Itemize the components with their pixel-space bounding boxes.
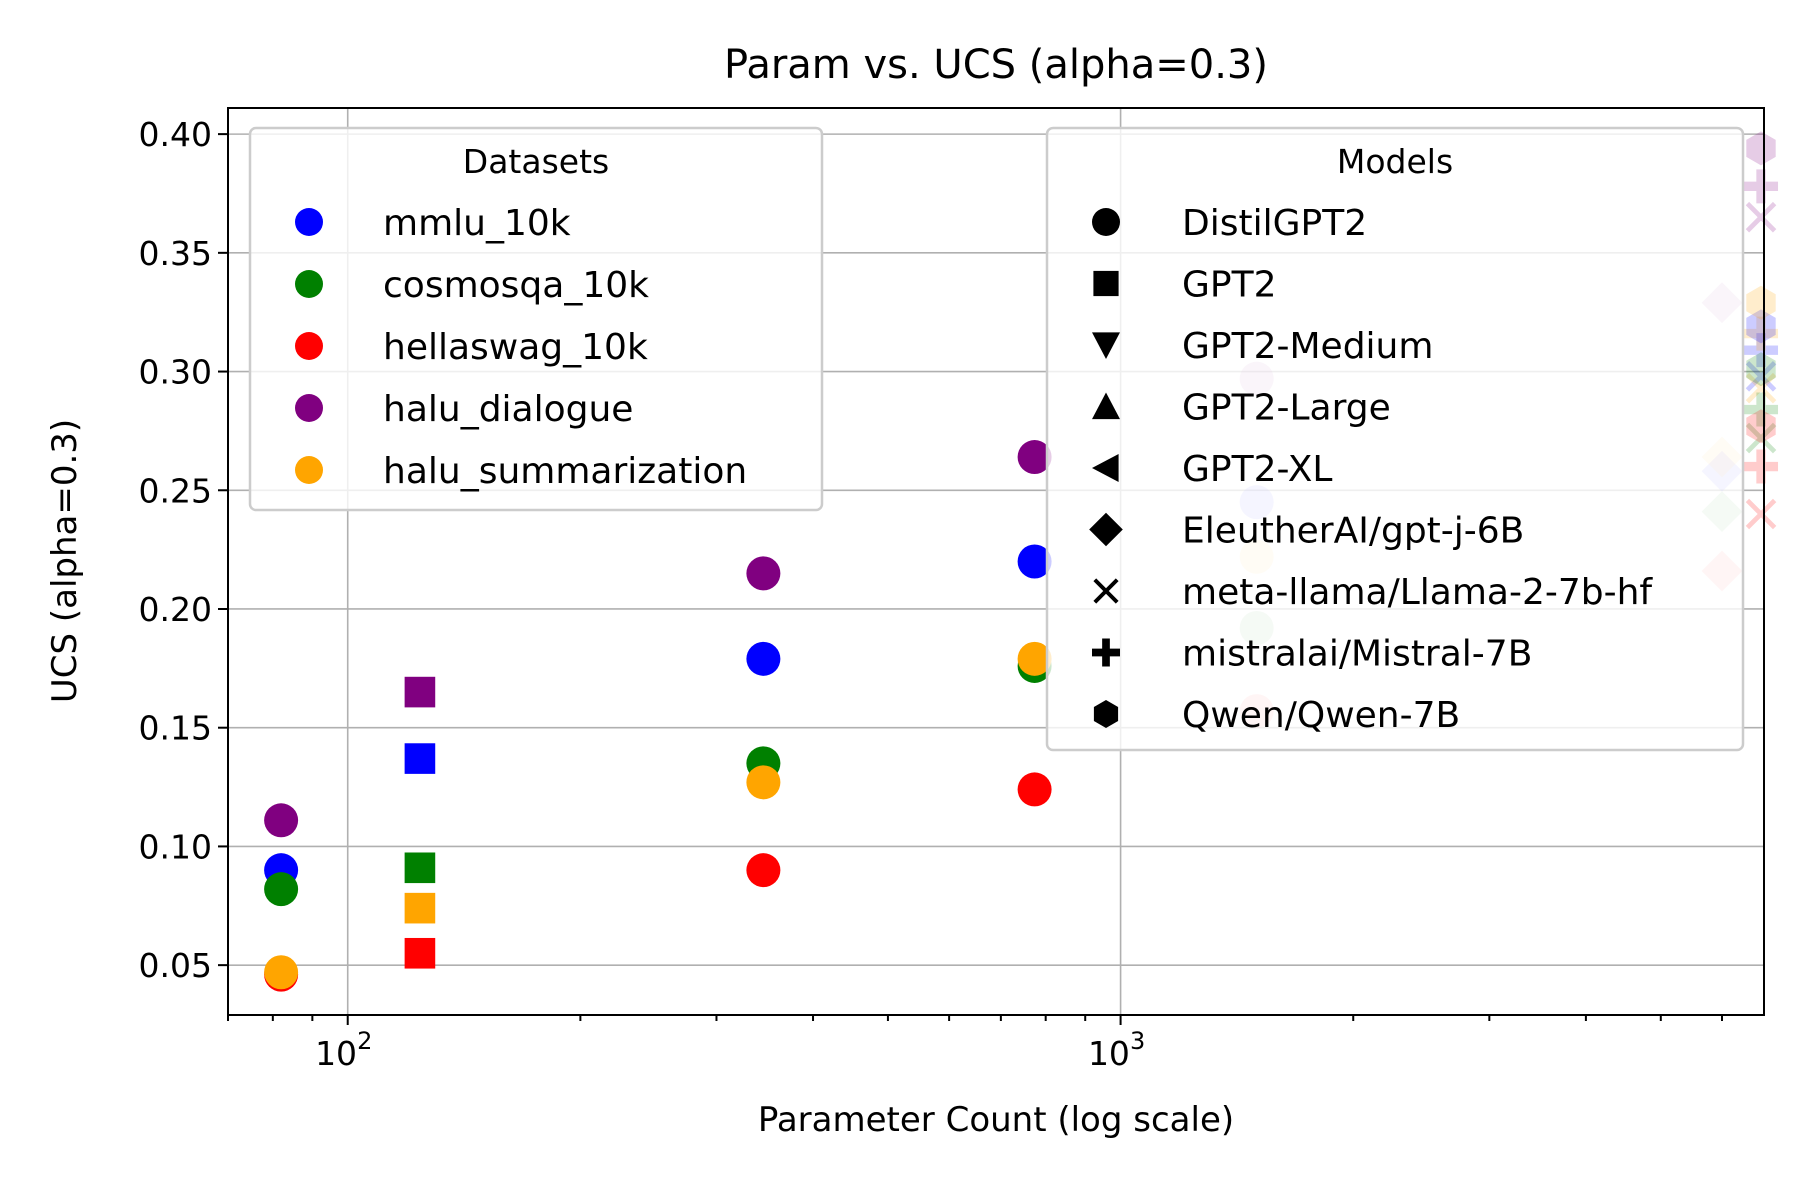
legend-model-marker bbox=[1092, 332, 1120, 359]
data-point bbox=[746, 853, 781, 888]
legend-model-marker bbox=[1092, 392, 1120, 420]
legend-dataset-marker bbox=[295, 332, 323, 360]
data-point bbox=[1017, 440, 1052, 475]
legend-model-label: mistralai/Mistral-7B bbox=[1182, 634, 1532, 675]
legend-model-marker bbox=[1093, 270, 1119, 297]
legend-model-label: EleutherAI/gpt-j-6B bbox=[1182, 511, 1524, 552]
data-point bbox=[264, 872, 299, 907]
legend-model-label: Qwen/Qwen-7B bbox=[1182, 695, 1460, 736]
legend-dataset-label: cosmosqa_10k bbox=[383, 265, 649, 306]
x-axis-label: Parameter Count (log scale) bbox=[758, 1100, 1234, 1140]
y-axis-label: UCS (alpha=0.3) bbox=[45, 419, 85, 703]
legend-model-label: meta-llama/Llama-2-7b-hf bbox=[1182, 572, 1653, 613]
data-point bbox=[1017, 544, 1052, 579]
data-point bbox=[1745, 372, 1777, 404]
data-point bbox=[1746, 309, 1776, 344]
legend-model-marker bbox=[1093, 578, 1119, 604]
x-tick-label: 103 bbox=[1088, 1027, 1145, 1073]
y-tick-label: 0.25 bbox=[139, 471, 212, 510]
data-point bbox=[1745, 361, 1777, 392]
data-point bbox=[404, 937, 436, 969]
legend-datasets: Datasets mmlu_10k cosmosqa_10k hellaswag_10… bbox=[248, 126, 824, 512]
legend-dataset-marker bbox=[295, 456, 323, 484]
data-point bbox=[404, 676, 436, 708]
data-point bbox=[746, 556, 781, 591]
data-point bbox=[1744, 316, 1779, 351]
data-point bbox=[1746, 131, 1776, 166]
plot-frame bbox=[227, 107, 1765, 1016]
data-point bbox=[746, 765, 781, 800]
legend-model-label: GPT2-Medium bbox=[1182, 326, 1433, 367]
data-point bbox=[1746, 285, 1776, 320]
legend-dataset-marker bbox=[295, 394, 323, 422]
data-point bbox=[1017, 772, 1052, 807]
data-point bbox=[1744, 449, 1779, 484]
legend-model-marker bbox=[1089, 512, 1123, 547]
legend-model-label: GPT2 bbox=[1182, 265, 1277, 306]
legend-dataset-marker bbox=[295, 208, 323, 236]
legend-dataset-label: halu_dialogue bbox=[383, 389, 633, 430]
data-point bbox=[1017, 641, 1052, 676]
legend-models-title: Models bbox=[1337, 142, 1453, 181]
legend-model-marker bbox=[1093, 700, 1119, 728]
legend-models-box bbox=[1045, 126, 1745, 752]
data-point bbox=[1745, 498, 1777, 530]
legend-model-marker bbox=[1092, 454, 1119, 482]
data-point bbox=[404, 852, 436, 884]
data-point bbox=[1745, 201, 1777, 233]
y-tick-label: 0.20 bbox=[139, 590, 212, 629]
x-tick-label: 102 bbox=[315, 1027, 372, 1073]
legend-model-label: GPT2-Large bbox=[1182, 388, 1391, 429]
legend-datasets-title: Datasets bbox=[463, 142, 609, 181]
chart-title: Param vs. UCS (alpha=0.3) bbox=[724, 42, 1268, 88]
data-point bbox=[1744, 333, 1779, 368]
data-point bbox=[1745, 422, 1777, 454]
y-tick-label: 0.30 bbox=[139, 353, 212, 392]
y-tick-label: 0.05 bbox=[139, 946, 212, 985]
data-point bbox=[1744, 169, 1779, 204]
data-point bbox=[1746, 409, 1776, 444]
legend-models: Models DistilGPT2 GPT2 GPT2-Medium GPT2-Larg… bbox=[1045, 126, 1745, 752]
data-point bbox=[404, 892, 436, 924]
legend-datasets-box bbox=[248, 126, 824, 512]
legend-model-label: DistilGPT2 bbox=[1182, 203, 1367, 244]
y-tick-label: 0.40 bbox=[139, 115, 212, 154]
legend-model-label: GPT2-XL bbox=[1182, 449, 1332, 490]
legend-dataset-label: hellaswag_10k bbox=[383, 327, 648, 368]
legend-dataset-label: mmlu_10k bbox=[383, 203, 571, 244]
data-point bbox=[264, 955, 299, 990]
axis-ticks: 0.05 0.10 0.15 0.20 0.25 0.30 0.35 0.40 102 103 bbox=[139, 115, 1723, 1073]
legend-dataset-label: halu_summarization bbox=[383, 451, 747, 492]
legend-dataset-marker bbox=[295, 270, 323, 298]
legend-model-marker bbox=[1092, 638, 1120, 667]
data-point bbox=[404, 743, 436, 774]
y-tick-label: 0.10 bbox=[139, 827, 212, 866]
data-point bbox=[1744, 392, 1779, 427]
data-point bbox=[746, 641, 781, 676]
y-tick-label: 0.15 bbox=[139, 709, 212, 748]
data-point bbox=[1746, 352, 1776, 387]
legend-model-marker bbox=[1092, 208, 1120, 236]
y-tick-label: 0.35 bbox=[139, 234, 212, 273]
data-point bbox=[264, 803, 299, 838]
